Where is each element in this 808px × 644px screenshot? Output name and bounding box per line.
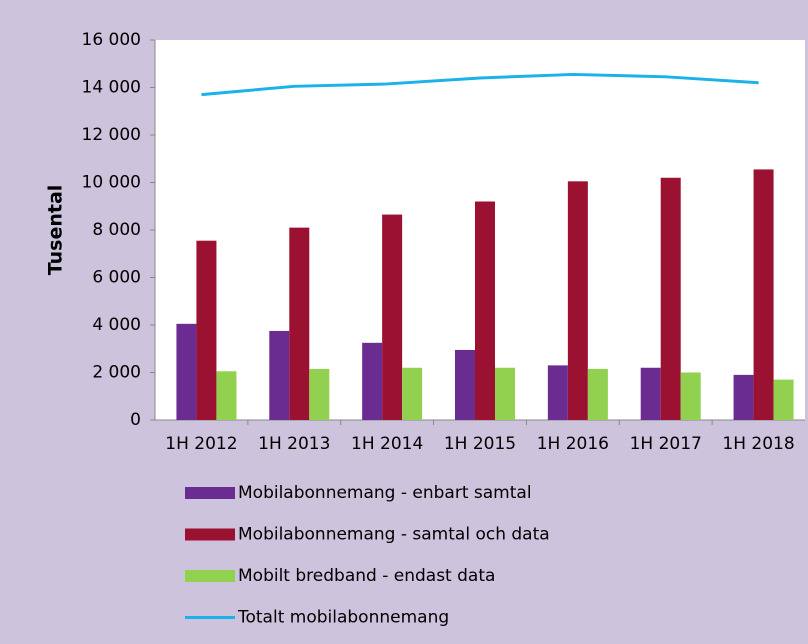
bar xyxy=(680,372,701,420)
legend-label: Mobilabonnemang - samtal och data xyxy=(238,525,550,545)
y-tick-label: 4 000 xyxy=(92,315,141,335)
legend-swatch xyxy=(185,570,235,582)
x-tick-label: 1H 2014 xyxy=(351,434,423,454)
y-axis-title: Tusental xyxy=(45,185,67,276)
bar xyxy=(567,181,588,420)
x-tick-label: 1H 2012 xyxy=(165,434,237,454)
bar xyxy=(269,330,290,420)
legend-label: Mobilabonnemang - enbart samtal xyxy=(238,483,532,503)
x-tick-label: 1H 2018 xyxy=(722,434,794,454)
bar xyxy=(547,365,568,420)
x-tick-label: 1H 2015 xyxy=(444,434,516,454)
bar xyxy=(753,169,774,420)
y-tick-label: 2 000 xyxy=(92,363,141,383)
x-tick-label: 1H 2016 xyxy=(537,434,609,454)
y-tick-label: 12 000 xyxy=(82,125,141,145)
legend-swatch xyxy=(185,487,235,499)
bar xyxy=(587,368,608,420)
y-tick-label: 6 000 xyxy=(92,268,141,288)
bar xyxy=(773,379,794,420)
bar xyxy=(402,367,423,420)
bar xyxy=(495,367,515,420)
y-tick-label: 10 000 xyxy=(82,173,141,193)
y-tick-label: 14 000 xyxy=(82,78,141,98)
bar xyxy=(660,177,681,420)
x-tick-label: 1H 2013 xyxy=(258,434,330,454)
x-tick-label: 1H 2017 xyxy=(630,434,702,454)
bar xyxy=(475,201,495,420)
bar xyxy=(309,368,330,420)
bar xyxy=(455,349,475,420)
bar xyxy=(382,214,403,420)
y-tick-label: 0 xyxy=(130,410,141,430)
y-tick-label: 8 000 xyxy=(92,220,141,240)
y-tick-label: 16 000 xyxy=(82,30,141,50)
bar xyxy=(216,371,237,420)
line xyxy=(201,72,759,97)
bar xyxy=(733,374,754,420)
legend-swatch xyxy=(185,528,235,541)
bar xyxy=(196,240,217,420)
bar xyxy=(176,323,197,420)
bar xyxy=(640,367,661,420)
bar xyxy=(362,342,383,420)
bar xyxy=(289,227,310,420)
legend-label: Totalt mobilabonnemang xyxy=(237,608,449,628)
legend-label: Mobilt bredband - endast data xyxy=(238,566,495,586)
